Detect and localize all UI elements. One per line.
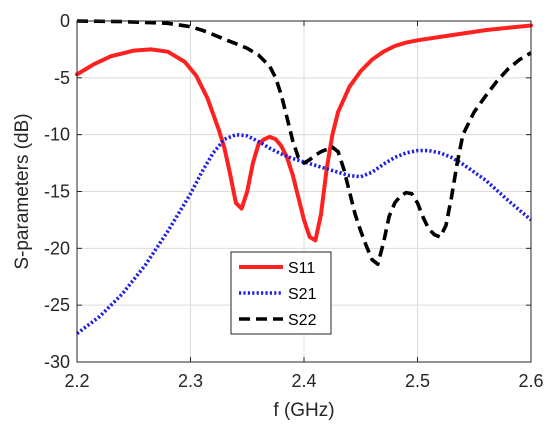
x-tick-label: 2.2: [64, 371, 89, 391]
y-tick-label: -25: [44, 295, 70, 315]
x-axis-label: f (GHz): [273, 400, 334, 421]
series-line-s21: [75, 132, 533, 336]
series-line-s22: [76, 19, 532, 266]
x-tick-label: 2.6: [518, 371, 543, 391]
axes: [76, 20, 532, 363]
legend-label-s22: S22: [288, 312, 317, 329]
y-tick-label: -5: [54, 68, 70, 88]
x-tick-label: 2.3: [178, 371, 203, 391]
tick-labels: 2.2 2.3 2.4 2.5 2.6 0 -5 -10 -15 -20 -25 -30: [44, 11, 544, 391]
legend-label-s21: S21: [288, 286, 317, 303]
y-axis-label: S-parameters (dB): [12, 113, 33, 269]
series-lines: [75, 19, 533, 336]
y-tick-label: -20: [44, 238, 70, 258]
x-tick-label: 2.5: [405, 371, 430, 391]
legend: S11 S21 S22: [230, 251, 332, 335]
legend-label-s11: S11: [288, 260, 315, 277]
series-line-s11: [75, 23, 533, 243]
y-tick-label: -10: [44, 125, 70, 145]
y-tick-label: 0: [60, 11, 70, 31]
y-tick-label: -15: [44, 182, 70, 202]
x-tick-label: 2.4: [291, 371, 316, 391]
y-tick-label: -30: [44, 352, 70, 372]
